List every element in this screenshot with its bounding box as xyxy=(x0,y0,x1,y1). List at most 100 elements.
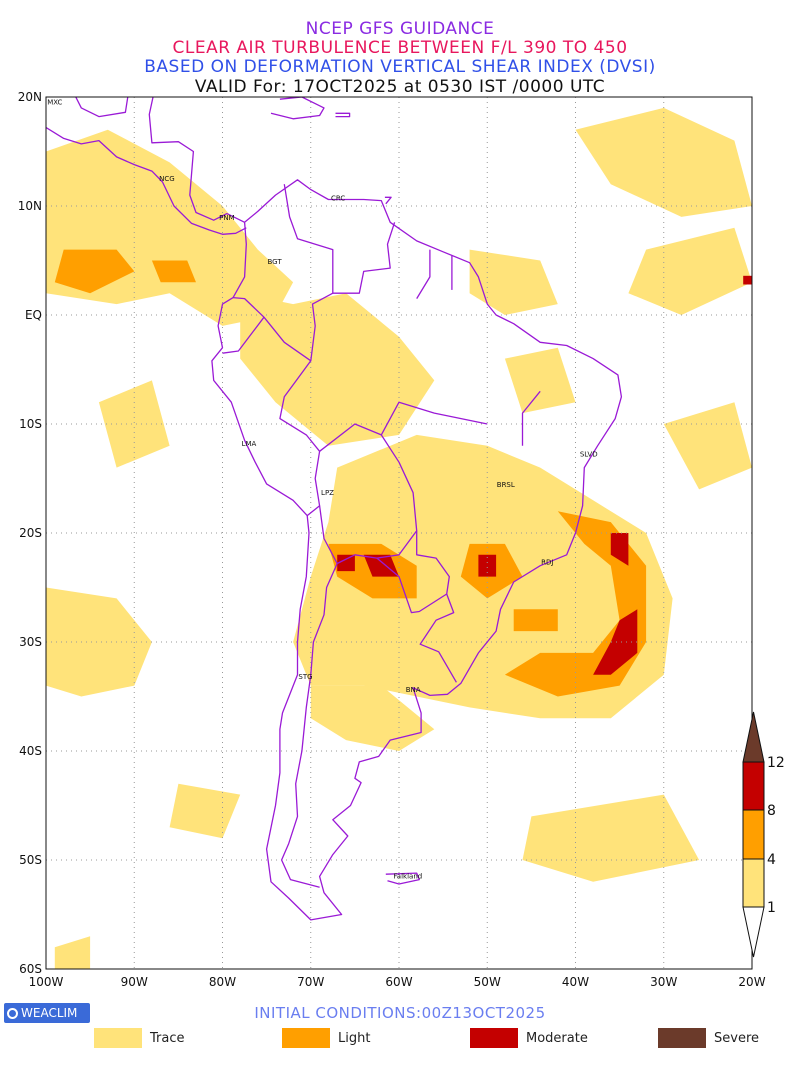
colorbar-tick-label: 1 xyxy=(767,900,776,916)
city-label: BNA xyxy=(406,686,421,694)
turbulence-trace-area xyxy=(54,936,91,969)
boundary-line xyxy=(521,390,541,446)
boundary-line xyxy=(211,179,623,921)
turbulence-trace-area xyxy=(240,293,435,446)
legend-label-severe: Severe xyxy=(714,1030,759,1046)
weaclim-logo: WEACLIM xyxy=(4,1003,90,1023)
legend-label-trace: Trace xyxy=(150,1030,185,1046)
lat-label: 30S xyxy=(19,635,42,649)
city-label: RDJ xyxy=(541,559,553,567)
lat-label: 20S xyxy=(19,526,42,540)
longitude-labels: 100W 90W 80W 70W 60W 50W 40W 30W 20W xyxy=(29,975,766,989)
boundary-line xyxy=(416,249,431,299)
lat-label: 20N xyxy=(18,90,42,104)
turbulence-moderate-area xyxy=(363,554,399,577)
city-label: STG xyxy=(298,673,312,681)
boundary-line xyxy=(75,97,245,223)
turbulence-moderate-area xyxy=(743,275,752,285)
city-label: PNM xyxy=(219,214,235,222)
title-line-2: CLEAR AIR TURBULENCE BETWEEN F/L 390 TO … xyxy=(172,38,628,58)
colorbar: 12 8 4 1 xyxy=(742,711,785,958)
city-label: BRSL xyxy=(497,481,515,489)
legend-swatch-trace xyxy=(94,1028,142,1048)
turbulence-light-area xyxy=(54,249,135,294)
lat-label: 10S xyxy=(19,417,42,431)
legend-light: Light xyxy=(282,1027,370,1049)
colorbar-tick-label: 12 xyxy=(767,755,785,771)
colorbar-low-segment xyxy=(742,906,765,958)
city-label: Falkland xyxy=(393,873,422,881)
turbulence-moderate-area xyxy=(593,609,638,675)
boundary-line xyxy=(335,112,351,118)
legend-trace: Trace xyxy=(94,1027,185,1049)
turbulence-trace-area xyxy=(46,587,152,697)
lon-label: 40W xyxy=(562,975,589,989)
boundary-line xyxy=(233,184,334,362)
turbulence-moderate-area xyxy=(478,554,497,577)
lat-label: 10N xyxy=(18,199,42,213)
turbulence-trace-area xyxy=(98,380,170,468)
lat-label: 40S xyxy=(19,744,42,758)
boundary-line xyxy=(279,360,321,517)
turbulence-trace-area xyxy=(469,249,558,315)
legend-moderate: Moderate xyxy=(470,1027,588,1049)
title-line-1: NCEP GFS GUIDANCE xyxy=(305,19,495,39)
turbulence-moderate-area xyxy=(337,554,355,572)
turbulence-trace-area xyxy=(310,685,435,751)
lon-label: 90W xyxy=(121,975,148,989)
colorbar-light-segment xyxy=(742,809,765,860)
title-line-3: BASED ON DEFORMATION VERTICAL SHEAR INDE… xyxy=(144,57,656,77)
legend-label-moderate: Moderate xyxy=(526,1030,588,1046)
boundary-line xyxy=(384,196,392,205)
turbulence-light-area xyxy=(151,260,196,283)
boundary-line xyxy=(385,872,420,885)
city-label: LMA xyxy=(242,440,257,448)
city-labels: MXC NCG PNM BGT CRC LMA LPZ BRSL SLVD RDJ STG BNA Fa… xyxy=(47,99,597,881)
city-label: CRC xyxy=(331,195,345,203)
lon-label: 30W xyxy=(650,975,677,989)
grid-layer xyxy=(46,97,752,969)
colorbar-moderate-segment xyxy=(742,761,765,811)
boundary-line xyxy=(280,563,338,888)
boundary-line xyxy=(380,401,488,436)
turbulence-light-area xyxy=(513,609,558,632)
title-line-4: VALID For: 17OCT2025 at 0530 IST /0000 U… xyxy=(194,77,606,97)
lon-label: 70W xyxy=(297,975,324,989)
boundary-line xyxy=(318,423,418,565)
coastline-layer xyxy=(46,97,623,921)
boundary-line xyxy=(332,222,396,294)
boundary-line xyxy=(46,126,247,235)
lon-label: 80W xyxy=(209,975,236,989)
legend-swatch-moderate xyxy=(470,1028,518,1048)
city-label: BGT xyxy=(267,258,282,266)
lon-label: 20W xyxy=(738,975,765,989)
legend-severe: Severe xyxy=(658,1027,759,1049)
initial-conditions: INITIAL CONDITIONS:00Z13OCT2025 xyxy=(254,1004,546,1022)
lat-label: 60S xyxy=(19,962,42,976)
lon-label: 100W xyxy=(29,975,64,989)
lat-label: 50S xyxy=(19,853,42,867)
boundary-line xyxy=(419,593,457,683)
city-label: NCG xyxy=(159,175,175,183)
logo-ring-icon xyxy=(7,1007,18,1019)
turbulence-map: 20N 10N EQ 10S 20S 30S 40S 50S 60S 100W 90W 80W 70W… xyxy=(18,90,785,989)
city-label: LPZ xyxy=(321,489,334,497)
legend-swatch-severe xyxy=(658,1028,706,1048)
latitude-labels: 20N 10N EQ 10S 20S 30S 40S 50S 60S xyxy=(18,90,42,976)
lon-label: 50W xyxy=(474,975,501,989)
colorbar-trace-segment xyxy=(742,858,765,908)
turbulence-trace-area xyxy=(663,402,752,490)
colorbar-tick-label: 4 xyxy=(767,852,776,868)
turbulence-trace-area xyxy=(504,347,576,414)
lon-label: 60W xyxy=(385,975,412,989)
turbulence-trace-area xyxy=(628,227,752,315)
brand-label: WEACLIM xyxy=(21,1006,78,1020)
city-label: MXC xyxy=(47,99,62,107)
lat-label: EQ xyxy=(25,308,42,322)
legend-swatch-light xyxy=(282,1028,330,1048)
legend-label-light: Light xyxy=(338,1030,371,1046)
boundary-line xyxy=(222,316,265,354)
colorbar-tick-label: 8 xyxy=(767,803,776,819)
city-label: SLVD xyxy=(580,451,598,459)
turbulence-moderate-area xyxy=(610,533,629,566)
